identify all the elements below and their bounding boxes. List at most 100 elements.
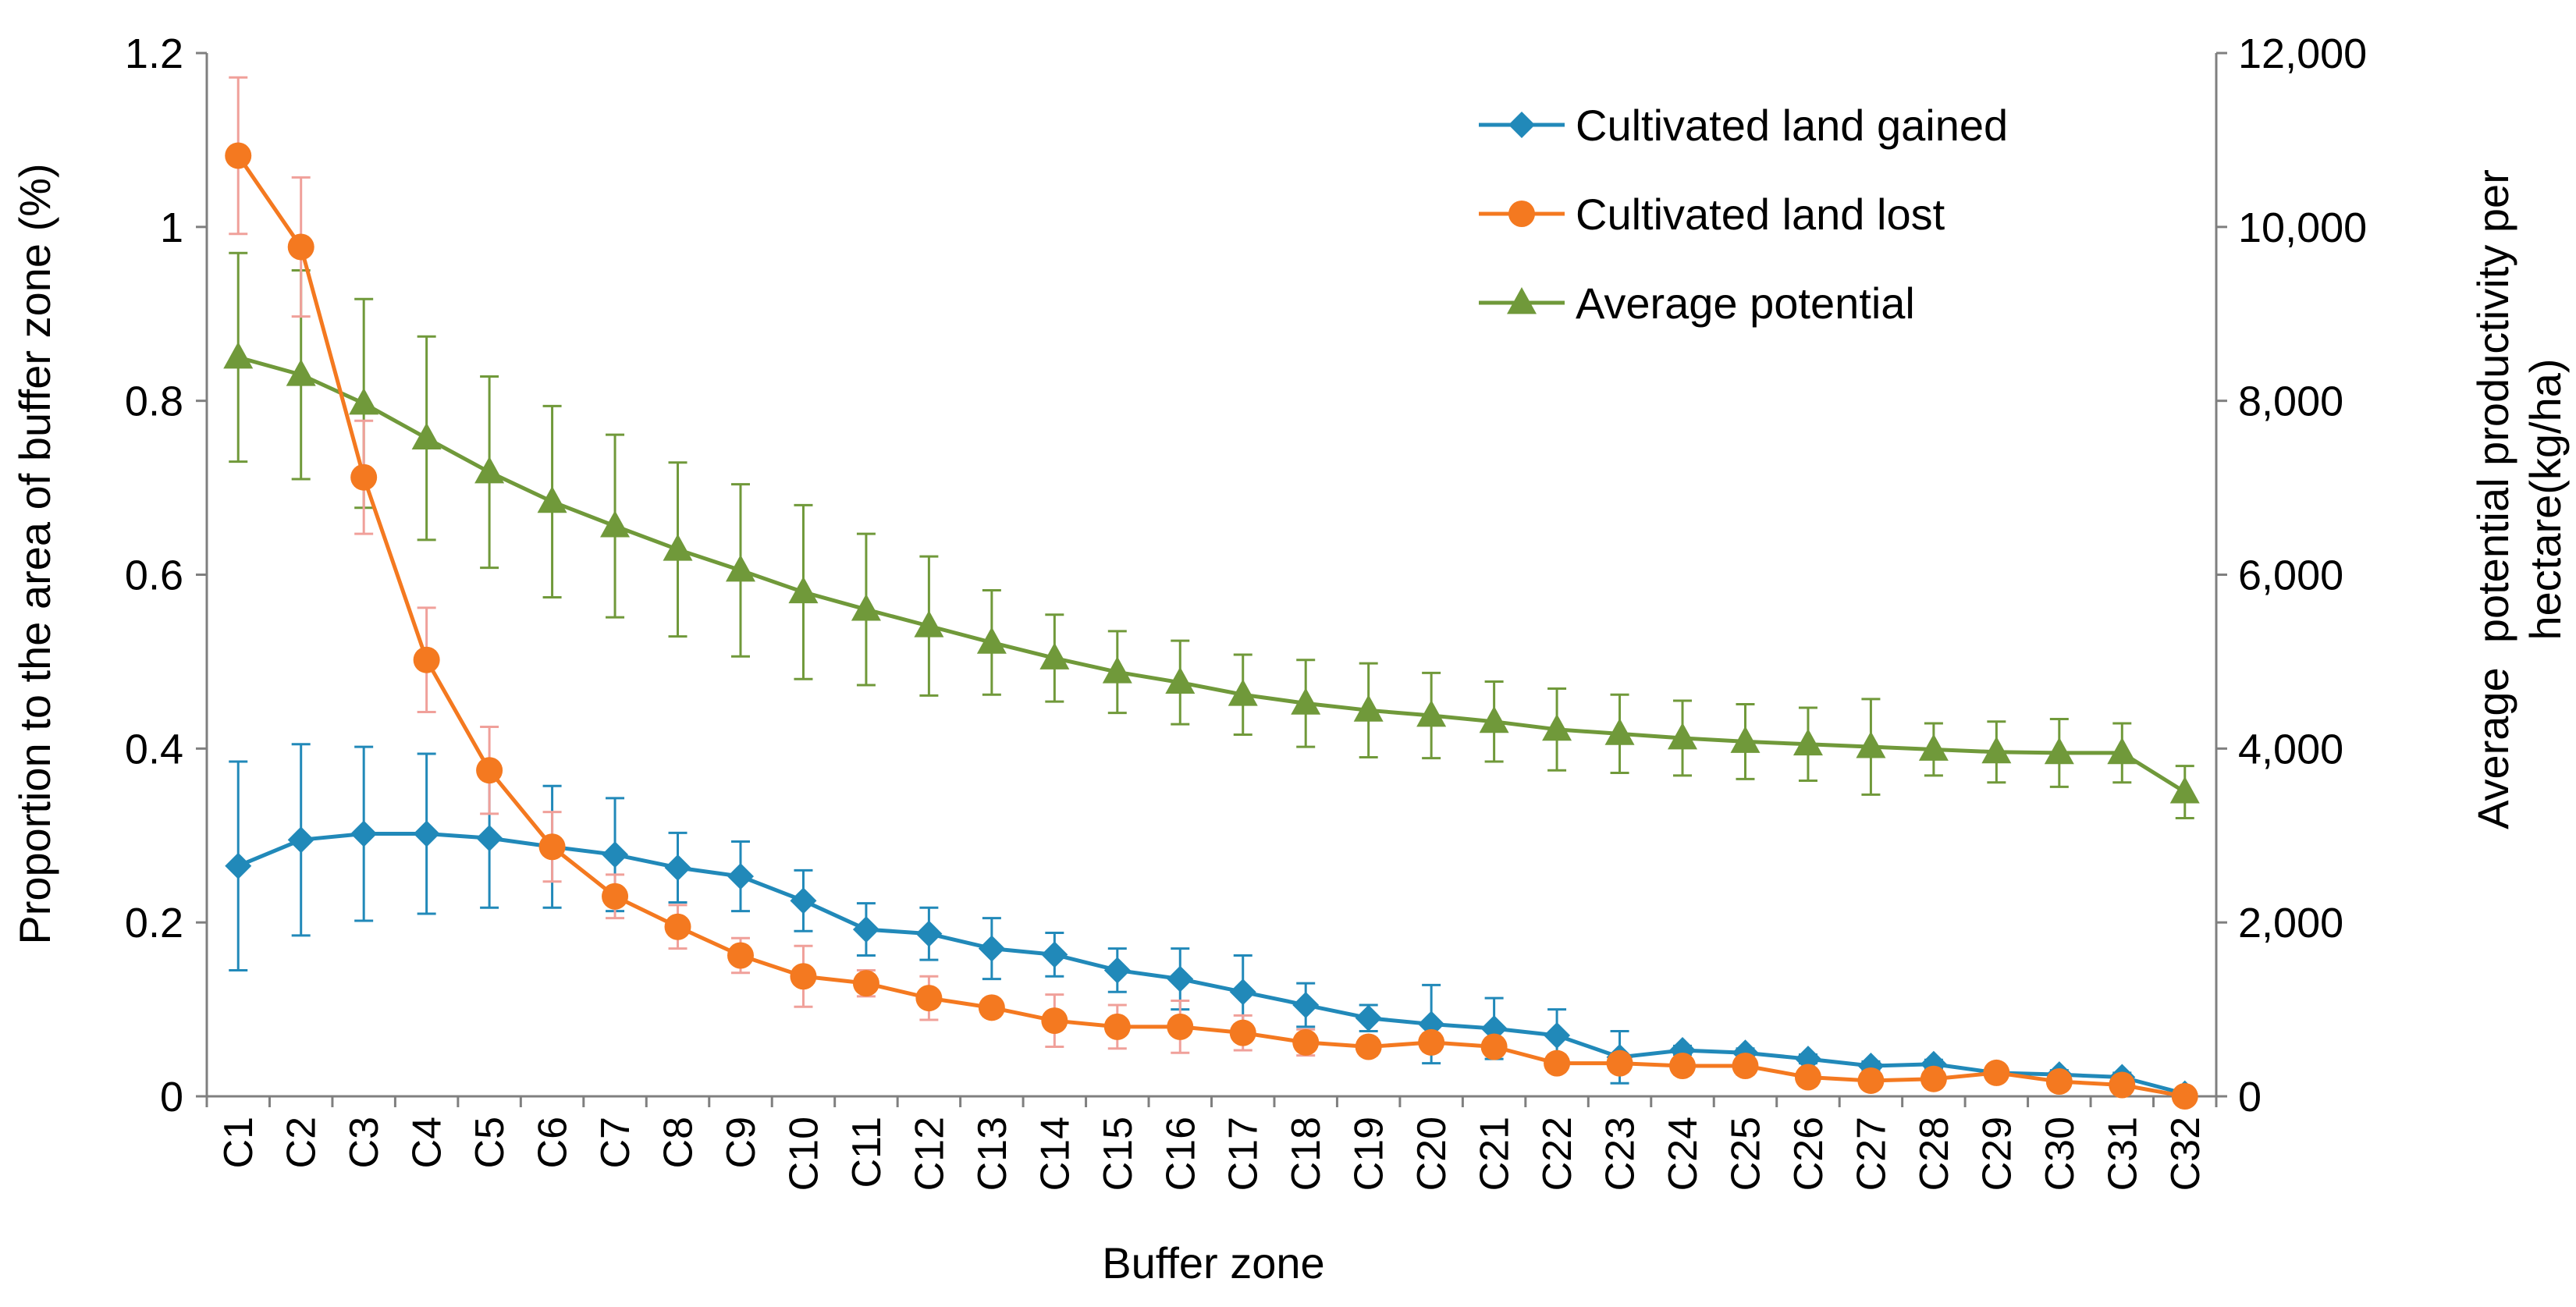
average-potential-point [1291,687,1321,715]
x-axis-title: Buffer zone [1102,1238,1324,1287]
cultivated-land-gained-point [915,920,943,947]
cultivated-land-lost-point [1794,1064,1821,1091]
left-y-axis: 0 0.2 0.4 0.6 0.8 1 1.2 [125,30,207,1121]
x-tick-label: C11 [844,1117,890,1188]
average-potential-point [1856,731,1886,758]
cultivated-land-lost-point [2045,1068,2073,1096]
cultivated-land-lost-point [602,883,629,910]
right-y-tick-label: 12,000 [2238,30,2367,77]
cultivated-land-gained-point [1355,1004,1382,1032]
average-potential-point [976,627,1007,654]
right-y-tick-label: 2,000 [2238,900,2343,947]
cultivated-land-lost-point [1983,1059,2010,1086]
cultivated-land-lost-point [476,757,503,784]
cultivated-land-gained-point [1794,1046,1821,1073]
x-tick-label: C22 [1535,1117,1580,1191]
cultivated-land-lost-point [1669,1053,1697,1080]
cultivated-land-lost-point [1480,1033,1508,1060]
cultivated-land-gained-point [1480,1015,1508,1042]
right-y-tick-label: 6,000 [2238,552,2343,599]
x-tick-label: C14 [1032,1117,1078,1191]
x-tick-label: C19 [1347,1117,1392,1191]
cultivated-land-lost-point [915,985,943,1012]
cultivated-land-lost-point [1544,1050,1571,1077]
cultivated-land-lost-point [1041,1007,1068,1035]
cultivated-land-lost-point [1418,1028,1445,1056]
cultivated-land-lost-point [1229,1019,1256,1046]
cultivated-land-lost-point [1167,1013,1194,1040]
x-tick-label: C27 [1849,1117,1894,1191]
right-y-tick-label: 4,000 [2238,726,2343,772]
cultivated-land-lost-point [1857,1067,1885,1094]
left-y-tick-label: 0.2 [125,900,183,947]
cultivated-land-gained-point [1229,978,1256,1006]
average-potential-point [788,576,819,604]
legend-item-cultivated-land-gained: Cultivated land gained [1479,101,2008,150]
x-tick-label: C20 [1409,1117,1455,1191]
x-tick-label: C12 [907,1117,952,1191]
cultivated-land-gained-point [790,887,817,915]
left-y-tick-label: 1 [160,204,183,251]
x-axis: C1 C2 C3 C4 C5 C6 C7 C8 C9 C10 C11 C12 C13 C14 C15 C16 C… [205,1096,2218,1191]
average-potential-point [914,610,944,638]
average-potential-point [600,510,631,538]
cultivated-land-lost-point [852,970,879,997]
right-y-tick-label: 10,000 [2238,204,2367,251]
series-average-potential [223,251,2200,819]
cultivated-land-lost-point [2109,1071,2136,1099]
cultivated-land-gained-point [852,916,879,943]
average-potential-point [474,456,505,484]
average-potential-point [1668,722,1698,750]
average-potential-point [1981,736,2012,764]
cultivated-land-lost-point [287,233,314,261]
right-y-axis-title-line1: Average potential productivity per [2468,169,2517,829]
cultivated-land-lost-point [350,463,378,491]
x-tick-label: C31 [2100,1117,2145,1191]
x-tick-label: C21 [1473,1117,1518,1191]
average-potential-point [725,554,755,582]
x-tick-label: C26 [1786,1117,1832,1191]
cultivated-land-gained-point [664,854,691,881]
average-potential-point [2107,737,2137,765]
x-tick-label: C30 [2038,1117,2083,1191]
series-cultivated-land-lost [225,76,2198,1110]
average-potential-point [223,341,254,369]
left-y-tick-label: 0.6 [125,552,183,599]
cultivated-land-gained-point [225,852,252,879]
average-potential-point [1353,694,1384,722]
cultivated-land-gained-point [350,820,378,847]
cultivated-land-lost-point [413,646,440,673]
average-potential-point [537,485,567,513]
average-potential-point [1416,699,1447,727]
cultivated-land-lost-point [1103,1013,1131,1040]
x-tick-label: C32 [2163,1117,2208,1191]
legend-swatch-marker [1508,112,1535,138]
x-tick-label: C25 [1723,1117,1768,1191]
cultivated-land-lost-point [538,833,566,861]
legend: Cultivated land gained Cultivated land lo… [1479,101,2008,328]
right-y-tick-label: 8,000 [2238,378,2343,425]
x-tick-label: C5 [467,1117,513,1168]
average-potential-point [411,422,442,449]
x-tick-label: C1 [216,1117,261,1168]
cultivated-land-lost-point [1355,1033,1382,1060]
x-tick-label: C4 [405,1117,450,1168]
left-y-tick-label: 1.2 [125,30,183,77]
average-potential-point [1604,718,1635,745]
cultivated-land-lost-point [727,942,754,969]
average-potential-point [1479,705,1509,733]
cultivated-land-gained-point [1292,992,1320,1019]
average-potential-point [1793,728,1823,756]
legend-item-cultivated-land-lost: Cultivated land lost [1479,190,1945,239]
left-y-axis-title: Proportion to the area of buffer zone (%… [10,163,59,944]
x-tick-label: C15 [1096,1117,1141,1191]
cultivated-land-gained-point [602,841,629,868]
x-tick-label: C3 [342,1117,387,1168]
legend-item-average-potential: Average potential [1479,279,1915,328]
x-tick-label: C9 [719,1117,764,1168]
cultivated-land-lost-point [2171,1083,2198,1110]
x-tick-label: C18 [1284,1117,1329,1191]
x-tick-label: C24 [1661,1117,1706,1191]
